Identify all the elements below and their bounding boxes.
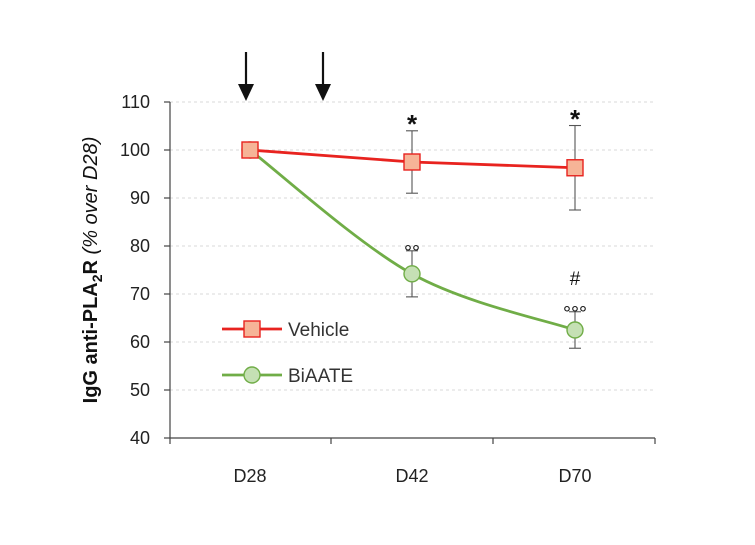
y-tick-label: 70: [130, 284, 150, 304]
annotation-label: °°°: [563, 303, 587, 325]
legend: Vehicle BiAATE: [222, 320, 353, 387]
data-marker: [403, 153, 421, 171]
x-tick-label: D42: [395, 466, 428, 486]
y-axis-label: IgG anti-PLA2R (% over D28): [80, 137, 105, 404]
y-axis-label-italic: (% over D28): [80, 137, 102, 260]
legend-label: Vehicle: [288, 320, 349, 341]
data-marker: [566, 159, 584, 177]
legend-swatch-marker: [243, 320, 261, 338]
y-tick-label: 50: [130, 380, 150, 400]
dosing-arrows: [238, 52, 331, 101]
y-axis-label-subscript: 2: [89, 274, 105, 282]
dosing-arrow-head: [238, 84, 254, 101]
data-marker: [566, 321, 584, 339]
legend-swatch-marker: [243, 366, 261, 384]
y-tick-label: 110: [121, 92, 150, 112]
error-bars: [406, 124, 581, 349]
y-axis-label-tail: R: [80, 259, 102, 274]
data-markers: [241, 141, 584, 339]
annotation-label: *: [570, 104, 581, 134]
y-tick-label: 60: [130, 332, 150, 352]
data-marker: [403, 265, 421, 283]
y-tick-label: 80: [130, 236, 150, 256]
y-tick-labels: 40 50 60 70 80 90 100 110: [120, 92, 150, 448]
y-tick-label: 40: [130, 428, 150, 448]
y-tick-label: 100: [120, 140, 150, 160]
annotation-label: #: [570, 269, 581, 290]
dosing-arrow-head: [315, 84, 331, 101]
y-axis-label-main: IgG anti-PLA: [80, 282, 102, 403]
axes: [164, 101, 656, 444]
annotation-label: *: [407, 109, 418, 139]
x-tick-labels: D28 D42 D70: [233, 466, 591, 486]
y-tick-label: 90: [130, 188, 150, 208]
data-marker: [241, 141, 259, 159]
significance-annotations: * *°°°°°#: [404, 104, 587, 325]
annotation-label: °°: [404, 242, 420, 264]
legend-label: BiAATE: [288, 366, 353, 387]
x-tick-label: D28: [233, 466, 266, 486]
x-tick-label: D70: [558, 466, 591, 486]
